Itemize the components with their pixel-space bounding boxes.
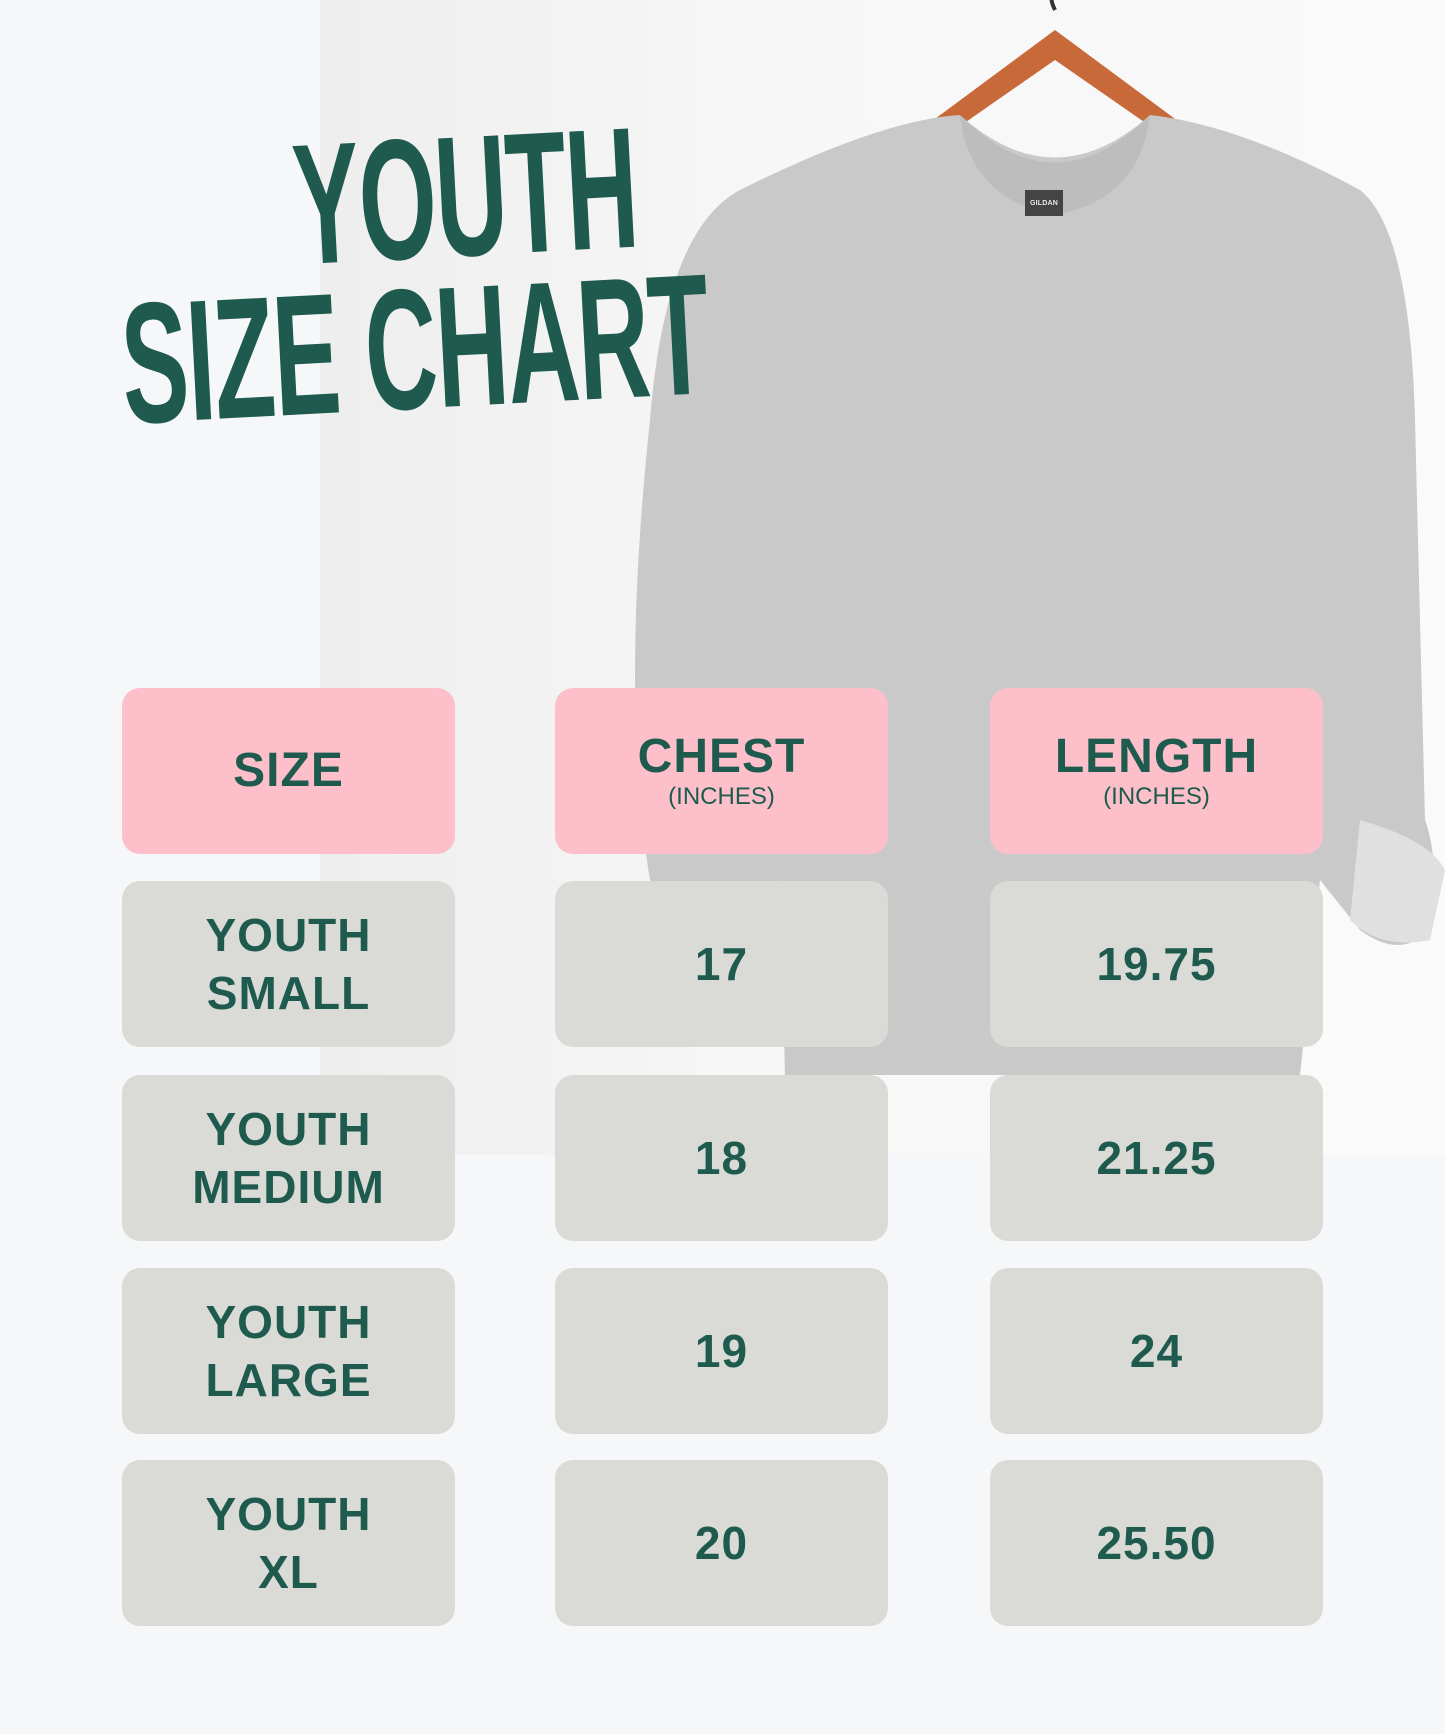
header-unit: (INCHES)	[1103, 783, 1210, 810]
size-line: YOUTH	[205, 1488, 372, 1540]
size-line: SMALL	[206, 967, 371, 1019]
size-cell: YOUTH XL	[122, 1460, 455, 1626]
size-cell: YOUTH SMALL	[122, 881, 455, 1047]
length-cell: 19.75	[990, 881, 1323, 1047]
chest-cell: 18	[555, 1075, 888, 1241]
size-line: YOUTH	[205, 1296, 372, 1348]
chest-cell: 20	[555, 1460, 888, 1626]
size-line: YOUTH	[205, 1103, 372, 1155]
header-label: CHEST	[637, 730, 806, 783]
size-cell: YOUTH MEDIUM	[122, 1075, 455, 1241]
size-line: YOUTH	[205, 909, 372, 961]
size-line: MEDIUM	[192, 1161, 385, 1213]
garment-tag-label: GILDAN	[1029, 199, 1059, 207]
length-cell: 24	[990, 1268, 1323, 1434]
length-cell: 25.50	[990, 1460, 1323, 1626]
header-length: LENGTH (INCHES)	[990, 688, 1323, 854]
chest-value: 17	[694, 938, 749, 990]
header-label: SIZE	[233, 744, 344, 797]
chest-cell: 19	[555, 1268, 888, 1434]
size-cell: YOUTH LARGE	[122, 1268, 455, 1434]
page-title: YOUTH SIZE CHART	[110, 87, 1136, 461]
chest-value: 20	[694, 1517, 749, 1569]
header-unit: (INCHES)	[668, 783, 775, 810]
header-size: SIZE	[122, 688, 455, 854]
length-value: 19.75	[1096, 938, 1217, 990]
length-cell: 21.25	[990, 1075, 1323, 1241]
header-chest: CHEST (INCHES)	[555, 688, 888, 854]
header-label: LENGTH	[1054, 730, 1259, 783]
length-value: 25.50	[1096, 1517, 1217, 1569]
length-value: 24	[1129, 1325, 1184, 1377]
chest-value: 18	[694, 1132, 749, 1184]
title-line-2: SIZE CHART	[116, 238, 713, 461]
size-line: XL	[258, 1546, 319, 1598]
chest-value: 19	[694, 1325, 749, 1377]
chest-cell: 17	[555, 881, 888, 1047]
length-value: 21.25	[1096, 1132, 1217, 1184]
size-line: LARGE	[205, 1354, 372, 1406]
